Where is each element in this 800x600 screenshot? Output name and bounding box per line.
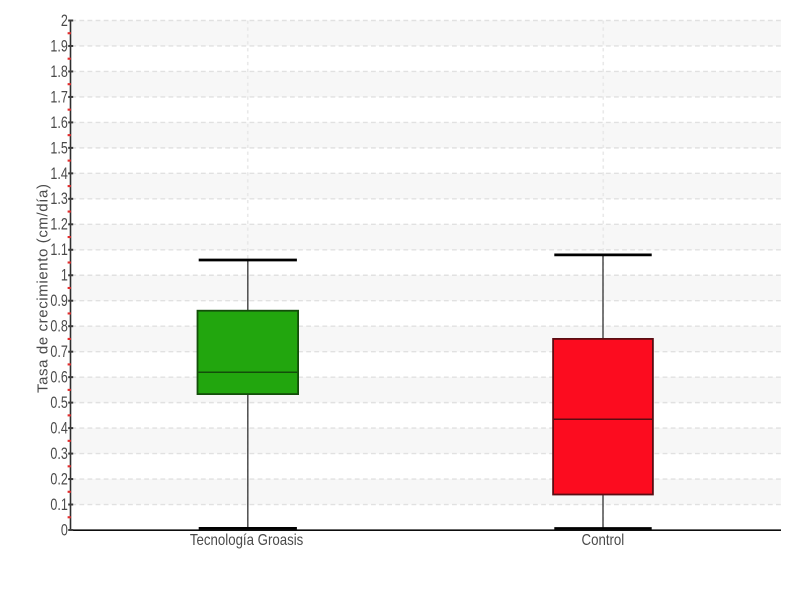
svg-text:1.4: 1.4 xyxy=(50,165,67,183)
svg-text:1.8: 1.8 xyxy=(50,63,67,81)
svg-text:1.1: 1.1 xyxy=(50,242,67,260)
svg-text:0.9: 0.9 xyxy=(50,293,67,311)
svg-text:2: 2 xyxy=(61,12,68,30)
svg-text:0.4: 0.4 xyxy=(50,420,67,438)
svg-text:1: 1 xyxy=(61,267,68,285)
svg-text:0.5: 0.5 xyxy=(50,395,67,413)
svg-text:1.6: 1.6 xyxy=(50,114,67,132)
svg-text:0.6: 0.6 xyxy=(50,369,67,387)
svg-text:Tecnología Groasis: Tecnología Groasis xyxy=(190,532,303,549)
svg-text:Control: Control xyxy=(582,532,625,549)
svg-text:1.2: 1.2 xyxy=(50,216,67,234)
svg-text:1.3: 1.3 xyxy=(50,191,67,209)
svg-text:0.3: 0.3 xyxy=(50,445,67,463)
svg-text:0.1: 0.1 xyxy=(50,496,67,514)
svg-text:0.8: 0.8 xyxy=(50,318,67,336)
svg-text:0.7: 0.7 xyxy=(50,344,67,362)
svg-text:Tasa de crecimiento (cm/día): Tasa de crecimiento (cm/día) xyxy=(34,184,51,393)
svg-text:1.5: 1.5 xyxy=(50,140,67,158)
svg-text:0: 0 xyxy=(61,522,68,540)
svg-text:1.7: 1.7 xyxy=(50,89,67,107)
svg-text:0.2: 0.2 xyxy=(50,471,67,489)
svg-text:1.9: 1.9 xyxy=(50,38,67,56)
